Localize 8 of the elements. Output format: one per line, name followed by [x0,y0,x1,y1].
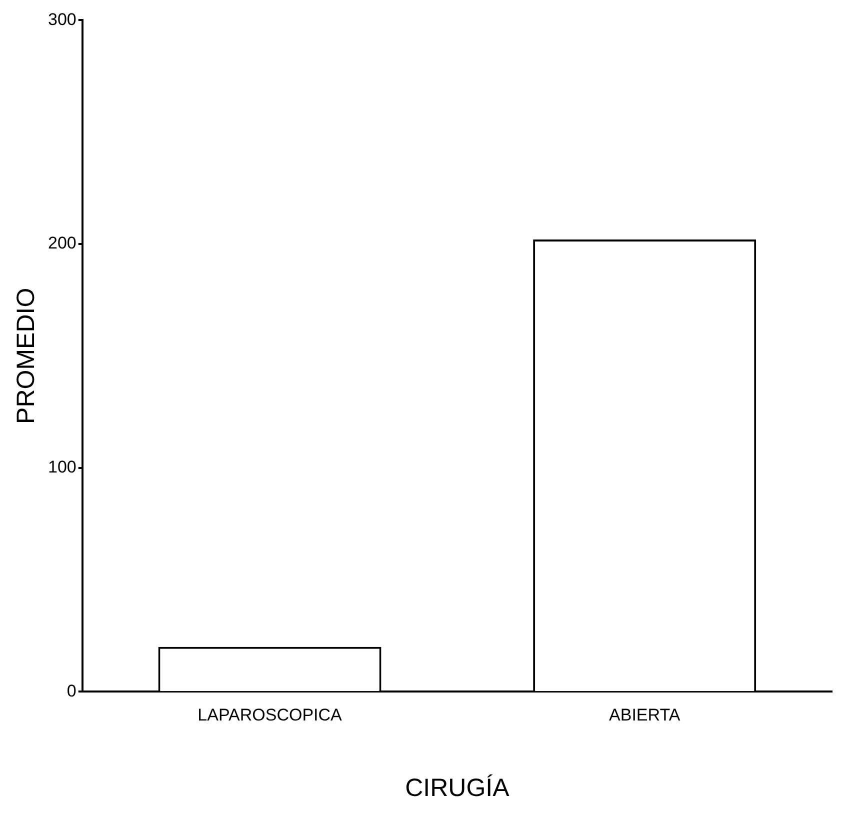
y-tick-label: 100 [48,457,76,476]
x-tick-label: LAPAROSCOPICA [198,705,343,724]
x-tick-label: ABIERTA [609,705,681,724]
y-axis-title: PROMEDIO [12,288,40,424]
y-tick-label: 0 [66,681,76,700]
x-axis-title: CIRUGÍA [405,774,510,802]
y-tick-label: 200 [48,234,76,253]
y-tick-label: 300 [48,10,76,29]
